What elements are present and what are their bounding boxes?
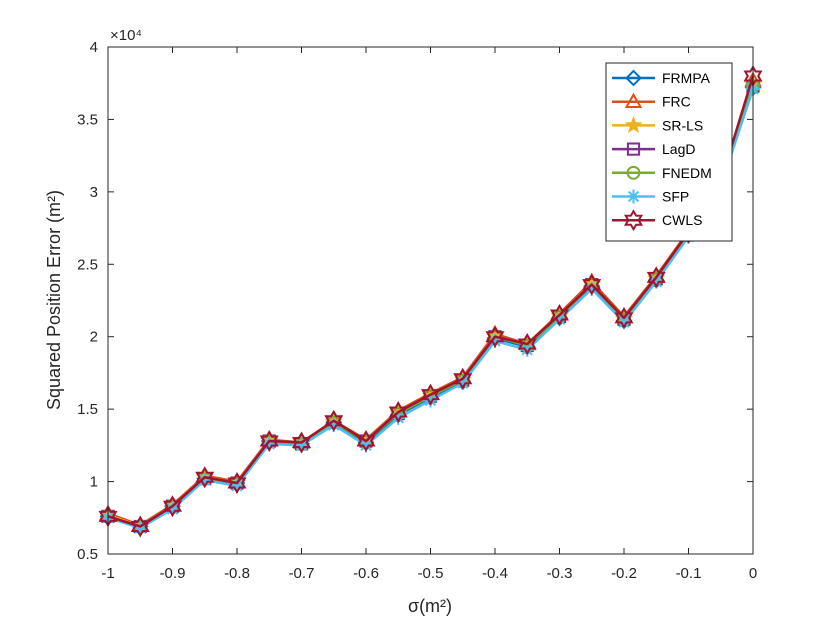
data-point-sfp xyxy=(294,438,309,453)
data-point-sfp xyxy=(359,438,373,453)
data-point-cwls xyxy=(646,266,666,289)
data-point-sfp xyxy=(423,393,438,408)
data-point-sfp xyxy=(262,436,277,451)
data-point-cwls xyxy=(162,495,183,518)
x-tick-label: -0.5 xyxy=(418,565,444,582)
data-point-cwls xyxy=(549,304,570,326)
data-point-cwls xyxy=(485,325,505,348)
legend-entry-sfp: SFP xyxy=(612,189,689,205)
legend-swatch-marker xyxy=(626,142,641,156)
data-point-cwls xyxy=(259,430,279,452)
x-tick-label: -0.1 xyxy=(676,565,702,582)
x-tick-label: -0.8 xyxy=(224,565,250,582)
y-tick-label: 3 xyxy=(90,184,98,201)
x-tick-label: -0.9 xyxy=(160,565,186,582)
data-point-cwls xyxy=(324,409,344,432)
legend-swatch-marker xyxy=(624,115,643,134)
x-tick-label: -0.2 xyxy=(611,565,637,582)
legend-label: SFP xyxy=(662,189,689,205)
y-tick-label: 0.5 xyxy=(77,546,98,563)
data-point-cwls xyxy=(517,332,537,355)
y-tick-label: 2.5 xyxy=(77,256,98,273)
legend-items: FRMPA FRC SR-LS LagD FNEDM SFP CWLS xyxy=(612,69,712,232)
data-point-cwls xyxy=(582,273,602,296)
legend-swatch-marker xyxy=(626,165,641,180)
data-point-sfp xyxy=(552,312,567,327)
legend-entry-frc: FRC xyxy=(612,92,691,110)
legend-swatch-marker xyxy=(625,69,642,87)
x-tick-label: -0.6 xyxy=(353,565,379,582)
legend-entry-fnedm: FNEDM xyxy=(612,165,712,181)
data-point-sfp xyxy=(488,334,502,349)
data-point-sfp xyxy=(326,418,341,433)
legend-entry-sr-ls: SR-LS xyxy=(612,115,703,134)
x-tick-label: 0 xyxy=(749,565,757,582)
ticks-layer xyxy=(107,46,754,555)
data-point-sfp xyxy=(617,315,631,330)
data-point-sfp xyxy=(520,342,535,357)
legend-label: FRC xyxy=(662,94,691,110)
legend-swatch-marker xyxy=(626,189,641,204)
y-tick-label: 1 xyxy=(90,474,98,491)
x-tick-label: -0.7 xyxy=(289,565,315,582)
legend-entry-cwls: CWLS xyxy=(612,209,702,232)
data-point-sfp xyxy=(230,478,244,493)
legend-label: CWLS xyxy=(662,212,702,228)
data-point-cwls xyxy=(227,472,247,495)
x-axis-label: σ(m²) xyxy=(408,596,452,616)
data-point-cwls xyxy=(388,401,408,424)
y-tick-label: 4 xyxy=(90,39,98,56)
y-axis-label: Squared Position Error (m²) xyxy=(44,190,64,410)
legend-swatch-marker xyxy=(623,209,644,232)
x-tick-label: -0.4 xyxy=(482,565,508,582)
data-point-cwls xyxy=(453,367,473,390)
legend-entry-lagd: LagD xyxy=(612,141,695,157)
y-tick-label: 3.5 xyxy=(77,111,98,128)
data-point-cwls xyxy=(291,431,312,454)
data-point-sfp xyxy=(649,274,664,289)
data-point-cwls xyxy=(130,515,150,538)
x-tick-label: -1 xyxy=(101,565,114,582)
x-tick-label: -0.3 xyxy=(547,565,573,582)
legend: FRMPA FRC SR-LS LagD FNEDM SFP CWLS xyxy=(605,62,733,242)
legend-label: SR-LS xyxy=(662,117,703,133)
data-point-cwls xyxy=(195,466,215,489)
data-point-sfp xyxy=(165,502,180,517)
data-point-sfp xyxy=(133,520,148,535)
data-point-cwls xyxy=(614,306,634,329)
y-tick-label: 1.5 xyxy=(77,401,98,418)
y-tick-label: 2 xyxy=(90,329,98,346)
legend-entry-frmpa: FRMPA xyxy=(612,69,711,87)
tick-labels-layer: -1 -0.9 -0.8 -0.7 -0.6 -0.5 -0.4 -0.3 -0.2 -0.1 0 0… xyxy=(77,39,757,582)
data-point-cwls xyxy=(356,430,376,452)
data-point-sfp xyxy=(391,410,406,425)
data-point-cwls xyxy=(420,383,441,406)
legend-swatch-marker xyxy=(624,92,643,108)
data-point-sfp xyxy=(455,376,470,391)
data-point-sfp xyxy=(584,281,599,296)
y-multiplier-label: ×10⁴ xyxy=(110,27,142,44)
legend-label: FNEDM xyxy=(662,165,712,181)
series-line-cwls xyxy=(107,75,755,528)
legend-label: LagD xyxy=(662,141,695,157)
legend-label: FRMPA xyxy=(662,70,711,86)
data-point-sfp xyxy=(197,473,212,488)
